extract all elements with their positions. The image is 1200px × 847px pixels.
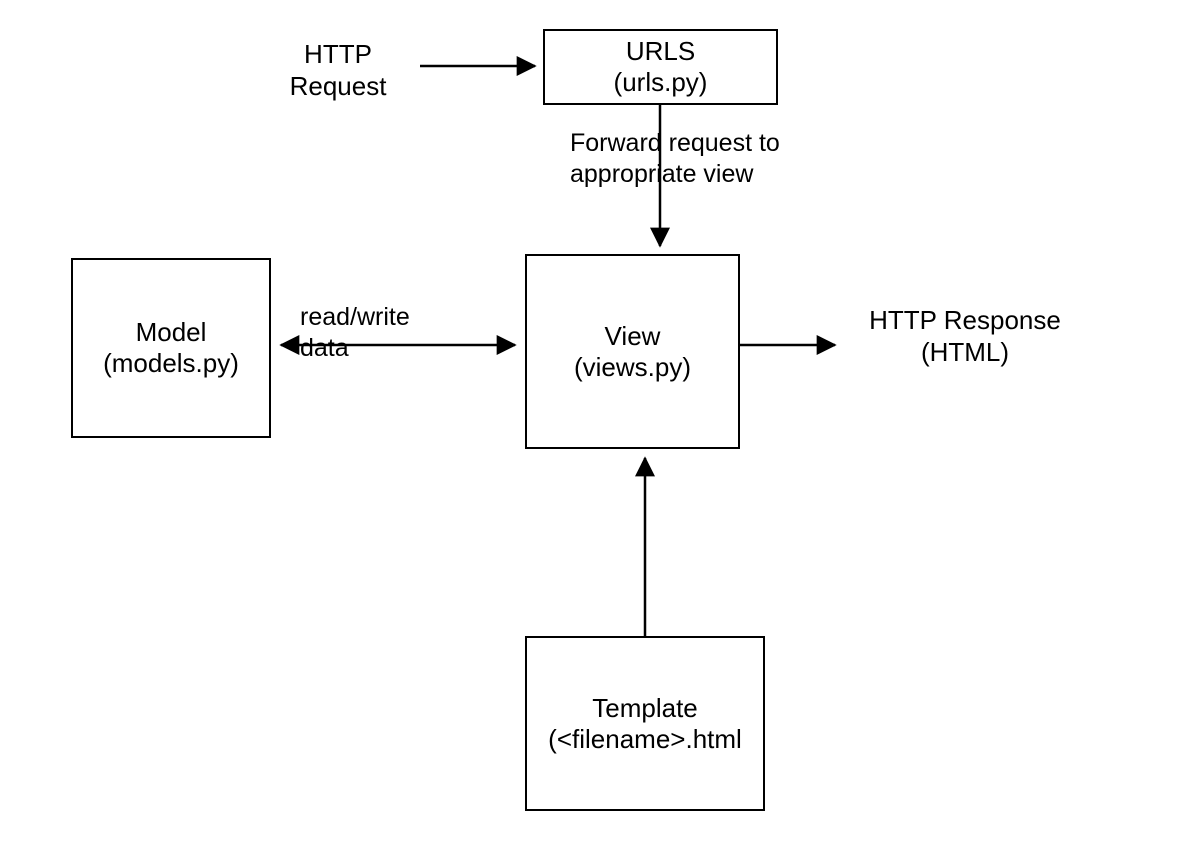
- http-request-label: HTTP Request: [268, 36, 408, 104]
- urls-node: URLS (urls.py): [543, 29, 778, 105]
- forward-line2: appropriate view: [570, 159, 753, 190]
- template-line1: Template: [592, 693, 698, 724]
- forward-request-label: Forward request to appropriate view: [570, 128, 840, 190]
- urls-line2: (urls.py): [614, 67, 708, 98]
- template-node: Template (<filename>.html: [525, 636, 765, 811]
- urls-line1: URLS: [626, 36, 695, 67]
- model-node: Model (models.py): [71, 258, 271, 438]
- diagram-canvas: HTTP Request URLS (urls.py) Forward requ…: [0, 0, 1200, 847]
- http-request-line2: Request: [290, 70, 387, 103]
- view-line2: (views.py): [574, 352, 691, 383]
- http-request-line1: HTTP: [304, 38, 372, 71]
- view-line1: View: [605, 321, 661, 352]
- model-line2: (models.py): [103, 348, 239, 379]
- rw-line2: data: [300, 333, 349, 364]
- template-line2: (<filename>.html: [548, 724, 742, 755]
- view-node: View (views.py): [525, 254, 740, 449]
- rw-line1: read/write: [300, 302, 410, 333]
- resp-line1: HTTP Response: [869, 304, 1061, 337]
- readwrite-label: read/write data: [300, 302, 460, 364]
- forward-line1: Forward request to: [570, 128, 780, 159]
- model-line1: Model: [136, 317, 207, 348]
- http-response-label: HTTP Response (HTML): [840, 305, 1090, 367]
- resp-line2: (HTML): [921, 336, 1009, 369]
